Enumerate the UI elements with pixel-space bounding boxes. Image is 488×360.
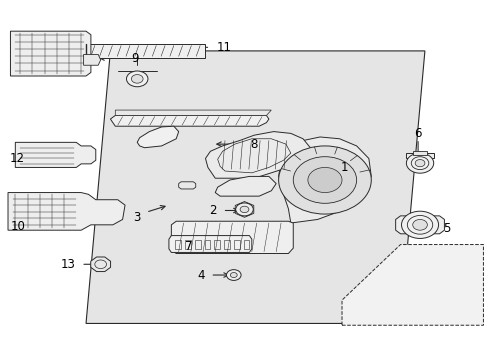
Polygon shape	[91, 257, 110, 271]
Bar	[204, 240, 210, 249]
Text: 2: 2	[209, 204, 216, 217]
Circle shape	[131, 75, 143, 83]
Bar	[175, 240, 181, 249]
Text: 6: 6	[413, 127, 421, 140]
Polygon shape	[171, 221, 293, 253]
Polygon shape	[110, 116, 268, 126]
Text: 4: 4	[197, 269, 204, 282]
Circle shape	[412, 220, 427, 230]
Circle shape	[235, 203, 253, 216]
Polygon shape	[341, 244, 483, 325]
Text: 3: 3	[133, 211, 140, 224]
Bar	[194, 240, 200, 249]
Polygon shape	[168, 235, 251, 252]
Bar	[224, 240, 229, 249]
Polygon shape	[406, 153, 433, 158]
Text: 10: 10	[10, 220, 25, 233]
Polygon shape	[178, 182, 195, 189]
Polygon shape	[278, 137, 370, 223]
Polygon shape	[205, 132, 310, 178]
Text: 5: 5	[442, 222, 449, 235]
Polygon shape	[395, 216, 444, 234]
Text: 1: 1	[340, 161, 347, 174]
Text: 12: 12	[10, 152, 25, 165]
Circle shape	[401, 211, 438, 238]
Circle shape	[126, 71, 148, 87]
Bar	[243, 240, 249, 249]
Circle shape	[406, 153, 433, 173]
Polygon shape	[8, 193, 125, 230]
Circle shape	[226, 270, 241, 280]
Bar	[233, 240, 239, 249]
Polygon shape	[83, 54, 101, 65]
Text: 9: 9	[131, 51, 138, 64]
Circle shape	[278, 146, 370, 214]
Text: 13: 13	[61, 258, 75, 271]
Bar	[184, 240, 190, 249]
Text: 7: 7	[184, 240, 192, 253]
Polygon shape	[137, 126, 178, 148]
Polygon shape	[115, 110, 271, 116]
Circle shape	[230, 273, 237, 278]
Polygon shape	[10, 31, 91, 76]
Circle shape	[240, 206, 248, 213]
Circle shape	[414, 159, 424, 167]
Polygon shape	[86, 44, 205, 58]
Bar	[214, 240, 220, 249]
Polygon shape	[15, 142, 96, 167]
Text: 8: 8	[250, 138, 257, 150]
Circle shape	[307, 167, 341, 193]
Polygon shape	[412, 151, 426, 154]
Text: 11: 11	[216, 41, 231, 54]
Polygon shape	[86, 51, 424, 323]
Circle shape	[293, 157, 356, 203]
Polygon shape	[215, 176, 276, 196]
